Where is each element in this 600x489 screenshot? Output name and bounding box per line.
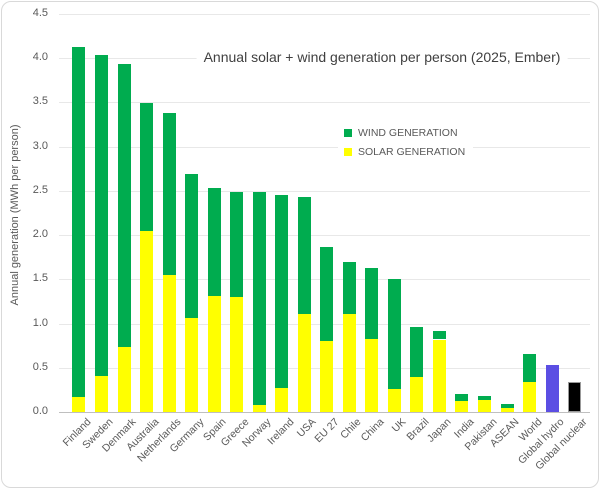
gridline [59, 147, 590, 148]
bar-segment [478, 396, 491, 400]
y-tick-label: 4.0 [32, 51, 48, 63]
bar-segment [163, 274, 176, 412]
bar-segment [365, 338, 378, 412]
legend: WIND GENERATION SOLAR GENERATION [338, 121, 474, 163]
bar-segment [275, 195, 288, 389]
x-axis-label: Japan [424, 416, 454, 445]
gridline [59, 102, 590, 103]
bar-segment [343, 313, 356, 412]
bar-segment [185, 174, 198, 319]
bar-segment [140, 102, 153, 231]
bar-segment [298, 313, 311, 412]
bar-segment [523, 353, 536, 382]
bar-segment [163, 113, 176, 275]
x-axis-label: Chile [338, 416, 364, 442]
x-axis-label: EU 27 [312, 416, 342, 446]
bar-segment [455, 401, 468, 412]
y-tick-label: 3.5 [32, 95, 48, 107]
bar-segment [546, 365, 559, 412]
y-tick-label: 0.5 [32, 361, 48, 373]
bar-segment [410, 327, 423, 377]
bar-segment [365, 267, 378, 339]
bar-segment [320, 246, 333, 342]
bar-segment [253, 404, 266, 412]
bar-segment [118, 346, 131, 412]
bar-segment [230, 191, 243, 297]
bar-segment [410, 376, 423, 412]
bar-segment [433, 339, 446, 412]
wind-legend-swatch-icon [344, 128, 352, 137]
legend-label-solar: SOLAR GENERATION [358, 145, 466, 158]
y-axis-title: Annual generation (MWh per person) [9, 124, 21, 306]
gridline [59, 191, 590, 192]
bar-segment [230, 297, 243, 412]
bar-segment [208, 188, 221, 297]
bar-segment [343, 261, 356, 314]
bar-segment [208, 296, 221, 412]
bar-segment [72, 46, 85, 397]
y-tick-label: 1.0 [32, 317, 48, 329]
bar-segment [433, 330, 446, 340]
solar-legend-swatch-icon [344, 147, 352, 156]
y-tick-label: 2.0 [32, 228, 48, 240]
x-axis-line [59, 412, 590, 413]
chart-title: Annual solar + wind generation per perso… [196, 46, 568, 68]
gridline [59, 14, 590, 15]
x-axis-label: China [358, 416, 387, 444]
gridline [59, 235, 590, 236]
bar-segment [185, 318, 198, 412]
bar-segment [501, 404, 514, 408]
bar-segment [501, 407, 514, 412]
y-tick-label: 1.5 [32, 272, 48, 284]
legend-item-solar: SOLAR GENERATION [344, 142, 465, 161]
bar-segment [118, 63, 131, 347]
bar-segment [388, 389, 401, 412]
bar-segment [95, 375, 108, 412]
bar-segment [568, 381, 581, 412]
y-tick-label: 4.5 [32, 7, 48, 19]
bar-segment [478, 399, 491, 412]
y-tick-label: 2.5 [32, 184, 48, 196]
legend-item-wind: WIND GENERATION [344, 123, 465, 142]
bar-segment [253, 191, 266, 405]
bar-segment [455, 394, 468, 402]
bar-segment [298, 197, 311, 314]
y-tick-label: 0.0 [32, 405, 48, 417]
bar-segment [140, 230, 153, 412]
bar-segment [320, 341, 333, 412]
legend-label-wind: WIND GENERATION [358, 126, 458, 139]
bar-segment [275, 388, 288, 412]
bar-segment [95, 54, 108, 376]
bar-segment [388, 279, 401, 389]
bar-segment [523, 381, 536, 412]
y-tick-label: 3.0 [32, 140, 48, 152]
bar-segment [72, 397, 85, 412]
